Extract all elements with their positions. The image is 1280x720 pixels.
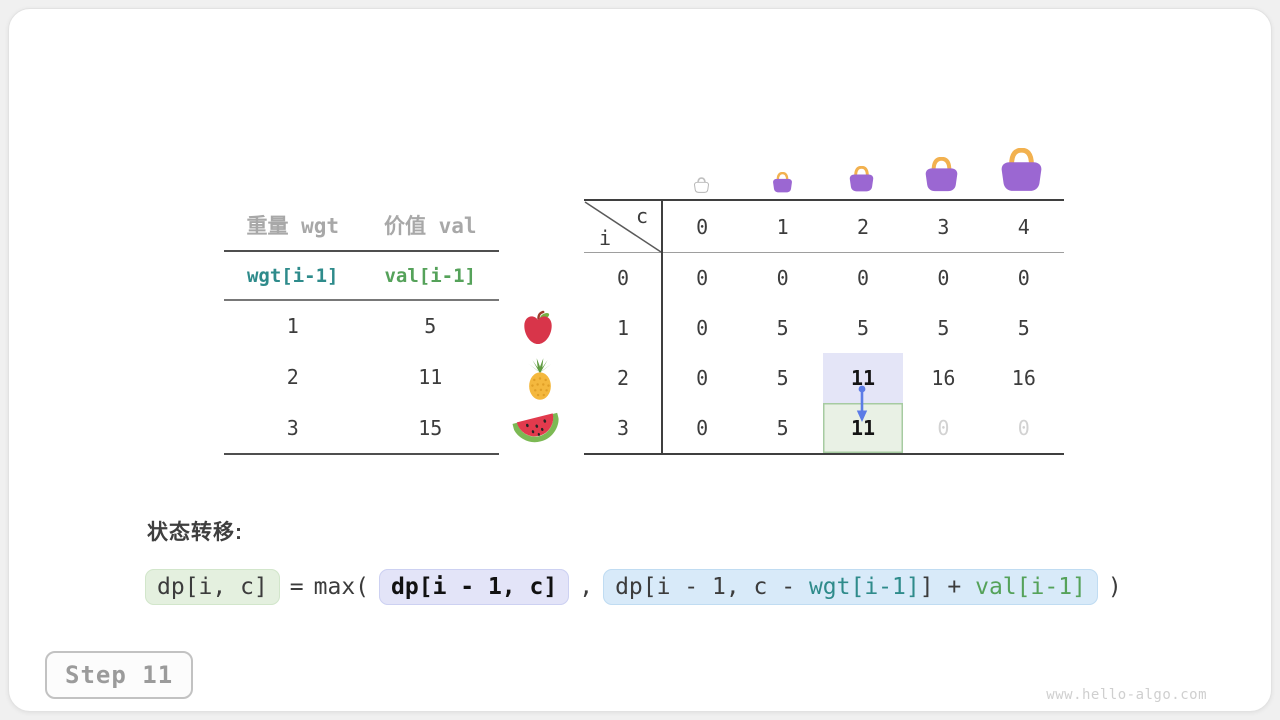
formula-close-paren: ) [1107,574,1122,600]
dp-cell-0-3: 0 [937,266,950,290]
item-3-weight: 3 [286,415,299,440]
dp-cell-1-1: 5 [776,316,789,340]
capacity-var-label: c [635,204,648,228]
bag-empty-icon [693,177,710,197]
item-1-value: 5 [424,314,437,339]
dp-cell-3-3: 0 [937,416,950,440]
transition-arrow-icon [854,385,870,427]
item-row-2: 2 11 [224,352,499,403]
bag-small-icon [771,171,794,197]
item-var-label: i [599,226,612,250]
dp-cell-2-1: 5 [776,366,789,390]
formula-arg2: dp[i - 1, c - wgt[i-1]] + val[i-1] [603,569,1098,605]
item-2-value: 11 [418,365,443,389]
corner-diagonal-line [584,201,662,253]
dp-cell-1-4: 5 [1017,316,1030,340]
state-transition-formula: dp[i, c] = max( dp[i - 1, c] , dp[i - 1,… [145,569,1122,605]
formula-arg2-mid: ] + [919,574,976,600]
item-1-weight: 1 [286,314,299,339]
dp-cell-0-0: 0 [696,266,709,290]
formula-lhs: dp[i, c] [145,569,280,605]
step-badge: Step 11 [45,651,194,699]
dp-cell-2-3: 16 [931,366,956,390]
formula-comma: , [579,574,594,600]
dp-cell-3-0: 0 [696,416,709,440]
dp-row-1: 1 0 5 5 5 5 [584,303,1064,353]
dp-cell-3-1: 5 [776,416,789,440]
pineapple-icon [523,357,557,405]
apple-icon [521,310,555,350]
col-header-1: 1 [776,214,789,239]
diagram-card: 重量 wgt 价值 val wgt[i-1] val[i-1] 1 5 2 11… [8,8,1272,712]
item-3-value: 15 [418,415,443,440]
dp-row-3: 3 0 5 11 0 0 [584,403,1064,453]
dp-table-vertical-divider [661,201,663,453]
formula-arg2-wgt: wgt[i-1] [808,574,920,600]
items-table: 重量 wgt 价值 val wgt[i-1] val[i-1] 1 5 2 11… [224,199,499,455]
dp-cell-1-0: 0 [696,316,709,340]
dp-cell-3-4: 0 [1017,416,1030,440]
row-header-3: 3 [616,416,630,440]
value-column-header: 价值 val [383,213,477,238]
dp-cell-2-0: 0 [696,366,709,390]
bag-large-icon [922,156,961,196]
watermelon-icon [511,408,564,454]
dp-cell-0-4: 0 [1017,266,1030,290]
formula-equals: = [289,574,304,600]
val-var-label: val[i-1] [384,264,476,287]
dp-cell-1-3: 5 [937,316,950,340]
weight-column-header: 重量 wgt [246,213,340,238]
watermark: www.hello-algo.com [1046,687,1207,703]
dp-cell-1-2: 5 [856,316,870,340]
row-header-1: 1 [616,316,630,340]
col-header-0: 0 [696,214,709,239]
dp-row-2: 2 0 5 11 16 16 [584,353,1064,403]
item-row-3: 3 15 [224,402,499,453]
col-header-2: 2 [856,214,870,239]
formula-arg2-prefix: dp[i - 1, c - [615,574,809,600]
state-transition-label: 状态转移: [147,521,243,544]
formula-arg2-val: val[i-1] [975,574,1086,600]
formula-max-open: max( [313,574,370,600]
dp-corner-cell: c i [584,201,662,253]
bag-medium-icon [847,165,876,196]
dp-cell-2-4: 16 [1011,366,1036,390]
row-header-2: 2 [616,366,630,390]
bag-xlarge-icon [997,147,1046,196]
dp-table-header-row: c i 0 1 2 3 4 [584,201,1064,253]
col-header-4: 4 [1017,214,1030,239]
dp-row-0: 0 0 0 0 0 0 [584,253,1064,303]
dp-cell-0-2: 0 [856,266,870,290]
dp-table: c i 0 1 2 3 4 0 0 0 0 0 0 1 0 5 [584,199,1064,455]
dp-cell-0-1: 0 [776,266,789,290]
items-table-header: 重量 wgt 价值 val [224,199,499,252]
item-2-weight: 2 [286,365,299,389]
items-table-var-row: wgt[i-1] val[i-1] [224,252,499,301]
col-header-3: 3 [937,214,950,239]
row-header-0: 0 [616,266,630,290]
formula-arg1: dp[i - 1, c] [379,569,570,605]
item-row-1: 1 5 [224,301,499,352]
wgt-var-label: wgt[i-1] [246,264,339,287]
